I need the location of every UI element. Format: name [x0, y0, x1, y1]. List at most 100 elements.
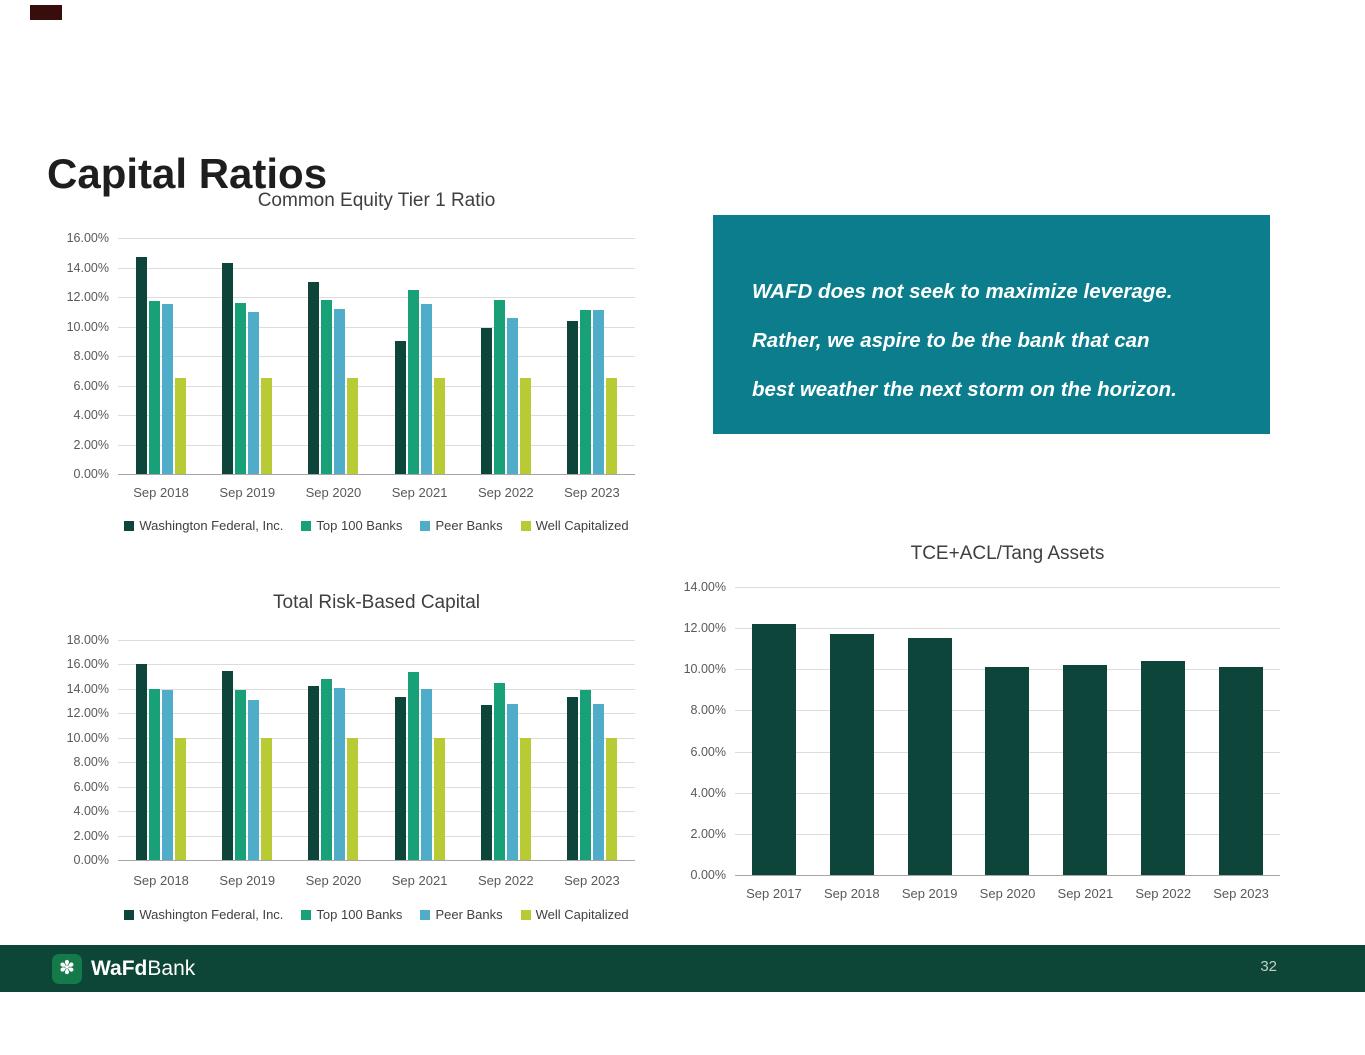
legend-swatch	[301, 909, 312, 920]
bar-washington-federal-inc	[566, 320, 578, 474]
bar-washington-federal-inc	[136, 257, 148, 474]
bar-washington-federal-inc	[566, 697, 578, 860]
bar-group-sep-2020	[308, 679, 359, 860]
y-axis-tick-label: 2.00%	[73, 437, 109, 452]
bar-peer-banks	[592, 310, 604, 474]
legend-label: Peer Banks	[435, 518, 503, 533]
gridline	[118, 664, 635, 666]
bar-peer-banks	[506, 317, 518, 474]
brand-name-regular: Bank	[147, 956, 196, 980]
x-axis-label: Sep 2019	[219, 485, 276, 500]
gridline	[118, 474, 635, 475]
chart-title-trbc: Total Risk-Based Capital	[273, 592, 480, 613]
bar-group-sep-2019	[222, 263, 273, 474]
callout-line-1: WAFD does not seek to maximize leverage.	[752, 280, 1173, 303]
bar-washington-federal-inc	[308, 282, 320, 474]
x-axis-label: Sep 2023	[564, 485, 620, 500]
bar-wafd	[907, 638, 952, 875]
bar-peer-banks	[334, 308, 346, 474]
bars-container	[735, 587, 1280, 875]
y-axis-tick-label: 10.00%	[683, 662, 726, 677]
legend-label: Washington Federal, Inc.	[139, 518, 284, 533]
x-axis-label: Sep 2022	[1135, 886, 1192, 901]
gridline	[118, 786, 635, 788]
gridline	[118, 267, 635, 269]
bar-well-capitalized	[519, 737, 531, 860]
bar-group-sep-2021	[394, 289, 445, 474]
y-axis-tick-label: 12.00%	[66, 706, 109, 721]
legend-item-peer-banks: Peer Banks	[420, 518, 503, 533]
y-axis-tick-label: 12.00%	[683, 621, 726, 636]
y-axis-tick-label: 8.00%	[73, 755, 109, 770]
y-axis-tick-label: 4.00%	[690, 785, 726, 800]
bar-top-100-banks	[579, 310, 591, 474]
bar-group-sep-2023	[566, 690, 617, 860]
legend-swatch	[301, 520, 312, 531]
y-axis-tick-label: 2.00%	[73, 828, 109, 843]
y-axis-tick-label: 8.00%	[690, 703, 726, 718]
callout-line-2: Rather, we aspire to be the bank that ca…	[752, 329, 1150, 352]
x-axis-label: Sep 2018	[823, 886, 880, 901]
bar-wafd	[1063, 665, 1108, 875]
bar-peer-banks	[592, 703, 604, 860]
legend-label: Well Capitalized	[535, 518, 629, 533]
bar-top-100-banks	[407, 289, 419, 474]
x-axis-label: Sep 2022	[477, 873, 534, 888]
bar-peer-banks	[162, 690, 174, 860]
legend-swatch	[124, 520, 135, 531]
gridline	[118, 385, 635, 387]
bar-group-sep-2019	[222, 670, 273, 860]
bar-wafd	[829, 634, 874, 875]
chart-common-equity-tier1: Common Equity Tier 1 Ratio 0.00% 2.00% 4.0…	[67, 190, 635, 540]
legend-swatch	[420, 909, 431, 920]
bar-group-sep-2021	[1063, 665, 1108, 875]
y-axis-tick-label: 2.00%	[690, 826, 726, 841]
legend-swatch	[520, 909, 531, 920]
gridline	[118, 762, 635, 764]
x-axis-label: Sep 2019	[219, 873, 276, 888]
bar-well-capitalized	[433, 378, 445, 474]
bar-well-capitalized	[347, 378, 359, 474]
gridline	[118, 713, 635, 715]
x-axis-label: Sep 2020	[979, 886, 1036, 901]
bar-group-sep-2022	[480, 299, 531, 474]
chart-title-cet1: Common Equity Tier 1 Ratio	[257, 190, 496, 211]
bar-group-sep-2017	[751, 624, 796, 875]
bars-container	[118, 640, 635, 860]
legend-item-washington-federal-inc: Washington Federal, Inc.	[124, 907, 283, 922]
y-axis-tick-label: 10.00%	[66, 319, 109, 334]
chart-total-risk-based-capital: Total Risk-Based Capital 0.00% 2.00% 4.00%…	[67, 592, 635, 937]
y-axis-tick-label: 14.00%	[66, 260, 109, 275]
callout-box: WAFD does not seek to maximize leverage.…	[713, 215, 1270, 434]
y-axis-tick-label: 4.00%	[73, 804, 109, 819]
bar-top-100-banks	[493, 682, 505, 860]
bar-well-capitalized	[175, 378, 187, 474]
bar-group-sep-2021	[394, 671, 445, 860]
x-axis-label: Sep 2018	[133, 873, 189, 888]
legend-item-well-capitalized: Well Capitalized	[520, 907, 629, 922]
brand-name-bold: WaFd	[91, 956, 148, 980]
x-axis-label: Sep 2017	[746, 886, 802, 901]
y-axis-tick-label: 12.00%	[66, 290, 109, 304]
bar-group-sep-2018	[136, 257, 187, 474]
legend-cet1: Washington Federal, Inc. Top 100 Banks Pee…	[118, 518, 635, 533]
wafd-brand: ✽ WaFdBank	[52, 953, 195, 984]
bar-washington-federal-inc	[394, 341, 406, 474]
bar-peer-banks	[506, 703, 518, 860]
legend-item-washington-federal-inc: Washington Federal, Inc.	[124, 518, 283, 533]
bar-group-sep-2019	[907, 638, 952, 875]
x-axis-label: Sep 2018	[133, 485, 189, 500]
gridline	[118, 640, 635, 641]
legend-label: Peer Banks	[435, 907, 503, 922]
bar-top-100-banks	[149, 688, 161, 860]
gridline	[735, 587, 1280, 588]
callout-text: WAFD does not seek to maximize leverage.…	[713, 215, 1270, 414]
x-axis-label: Sep 2021	[1057, 886, 1114, 901]
footer-bar: ✽ WaFdBank 32	[0, 945, 1365, 992]
brand-name: WaFdBank	[91, 957, 195, 981]
wafd-flower-logo-icon: ✽	[52, 953, 82, 984]
gridline	[118, 297, 635, 298]
y-axis-tick-label: 6.00%	[690, 744, 726, 759]
gridline	[118, 444, 635, 446]
plot-area-tce: 0.00% 2.00% 4.00% 6.00% 8.00% 10.00% 12.00% 14.…	[684, 580, 1280, 882]
